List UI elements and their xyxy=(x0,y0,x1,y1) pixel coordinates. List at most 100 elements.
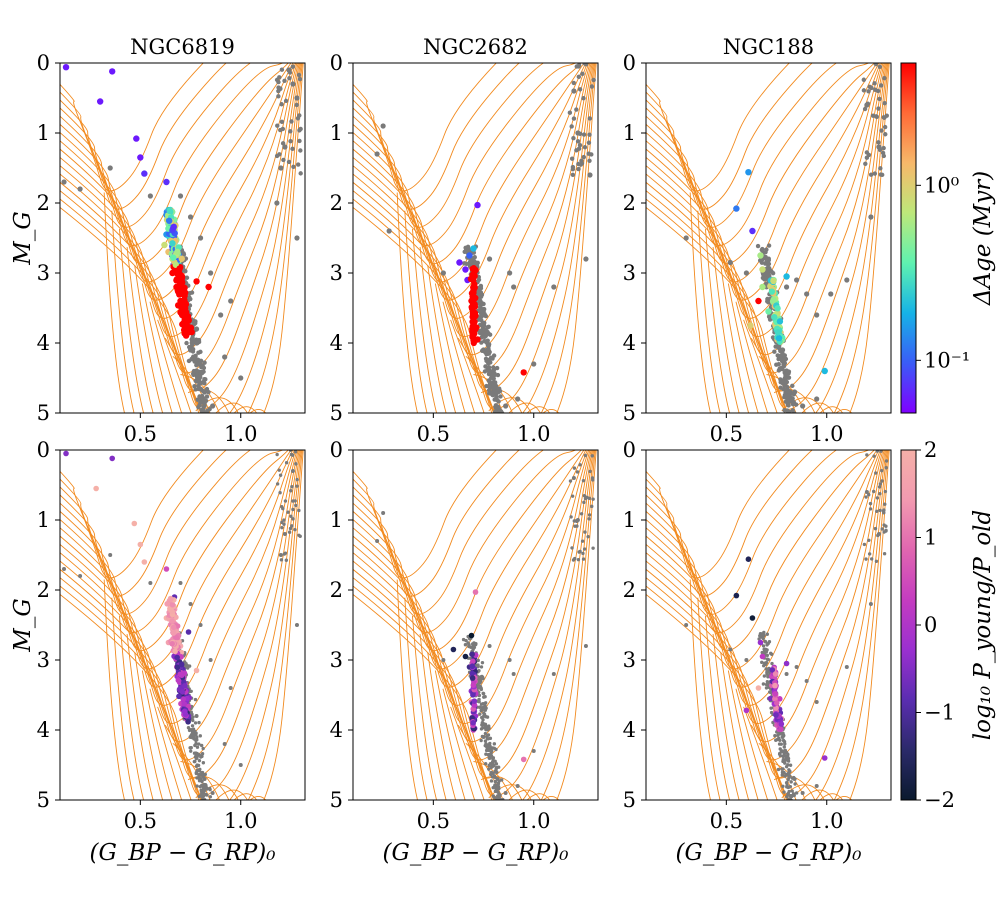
member-point xyxy=(199,803,202,806)
member-point xyxy=(780,770,785,775)
giant-point xyxy=(877,64,883,70)
giant-point xyxy=(290,485,294,489)
member-point xyxy=(777,752,782,756)
member-point xyxy=(502,421,506,425)
highlighted-point xyxy=(450,646,457,653)
member-point xyxy=(494,397,500,403)
member-point xyxy=(795,420,799,424)
giant-point xyxy=(574,107,579,112)
plot-area xyxy=(353,63,597,425)
colorbar-bottom: 2 1 0 −1 −2 log₁₀ P_young/P_old xyxy=(900,438,996,812)
field-point xyxy=(440,270,446,276)
member-point xyxy=(194,764,199,768)
isochrone xyxy=(353,63,520,210)
member-point xyxy=(204,801,207,804)
colorbar-tick-label: 10⁰ xyxy=(924,173,959,197)
member-point xyxy=(204,421,208,425)
member-point xyxy=(793,782,797,786)
member-point xyxy=(787,806,790,809)
giant-point xyxy=(284,558,289,562)
isochrone-lower xyxy=(157,706,192,800)
highlighted-point xyxy=(469,296,476,304)
giant-point xyxy=(880,527,884,531)
isochrone xyxy=(353,63,596,413)
highlighted-point xyxy=(733,205,740,212)
giant-point xyxy=(570,167,576,172)
isochrone xyxy=(353,63,597,413)
member-point xyxy=(194,733,198,737)
member-point xyxy=(502,807,505,810)
member-point xyxy=(487,767,491,771)
isochrone xyxy=(646,450,887,797)
member-point xyxy=(755,243,761,249)
giant-point xyxy=(863,161,868,166)
member-point xyxy=(765,643,769,647)
member-point xyxy=(787,807,790,810)
cluster-members xyxy=(375,453,595,810)
member-point xyxy=(198,400,203,405)
giant-point xyxy=(280,141,286,146)
y-tick-label: 2 xyxy=(330,191,343,215)
highlighted-point xyxy=(471,702,478,708)
field-point xyxy=(210,403,216,409)
member-point xyxy=(779,742,783,746)
member-point xyxy=(776,345,781,350)
isochrone-lower xyxy=(819,406,844,413)
member-point xyxy=(793,402,799,407)
member-point xyxy=(193,697,198,702)
giant-point xyxy=(587,496,592,501)
member-point xyxy=(785,418,789,422)
field-point xyxy=(198,623,203,627)
member-point xyxy=(487,724,491,728)
giant-point xyxy=(581,557,586,561)
member-point xyxy=(780,767,784,771)
y-tick-label: 5 xyxy=(37,401,50,425)
field-point xyxy=(197,235,204,241)
member-point xyxy=(482,695,486,699)
highlighted-stars xyxy=(63,450,200,725)
member-point xyxy=(203,416,207,420)
member-point xyxy=(790,383,795,389)
member-point xyxy=(790,805,793,808)
giant-point xyxy=(865,453,869,457)
field-point xyxy=(864,102,870,108)
field-point xyxy=(868,602,873,606)
member-point xyxy=(207,801,210,804)
member-point xyxy=(203,809,206,812)
member-point xyxy=(495,372,501,378)
member-point xyxy=(485,338,490,343)
isochrone-lower xyxy=(712,247,740,413)
isochrone xyxy=(353,63,591,356)
giant-point xyxy=(587,517,591,521)
isochrone-lower xyxy=(434,283,466,413)
member-point xyxy=(482,714,486,718)
member-point xyxy=(486,342,492,347)
isochrone-lower xyxy=(404,597,428,800)
member-point xyxy=(790,789,794,793)
isochrone-lower xyxy=(411,228,438,413)
highlighted-point xyxy=(755,685,762,691)
member-point xyxy=(205,417,209,421)
member-point xyxy=(490,392,495,398)
member-point xyxy=(765,267,770,272)
giant-point xyxy=(284,460,289,465)
member-point xyxy=(195,397,200,402)
isochrone xyxy=(60,450,292,670)
member-point xyxy=(200,414,204,418)
giant-point xyxy=(297,128,302,133)
isochrone xyxy=(60,63,297,337)
member-point xyxy=(784,780,789,785)
giant-point xyxy=(582,145,588,150)
highlighted-point xyxy=(131,520,138,527)
member-point xyxy=(207,422,211,426)
member-point xyxy=(795,420,799,424)
member-point xyxy=(194,738,198,743)
member-point xyxy=(764,686,769,690)
giant-point xyxy=(276,94,281,99)
highlighted-point xyxy=(141,559,148,565)
isochrone-lower xyxy=(773,388,816,413)
member-point xyxy=(193,355,198,360)
member-point xyxy=(479,708,483,713)
member-point xyxy=(208,795,213,799)
giant-point xyxy=(864,495,868,499)
